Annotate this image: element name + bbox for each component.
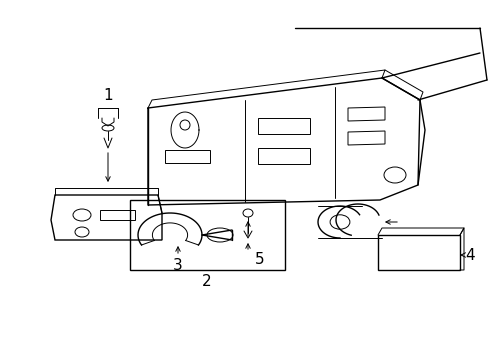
Text: 2: 2 [202,274,211,289]
Text: 4: 4 [464,248,474,262]
Text: 3: 3 [173,257,183,273]
Text: 5: 5 [255,252,264,267]
Text: 1: 1 [103,87,113,103]
